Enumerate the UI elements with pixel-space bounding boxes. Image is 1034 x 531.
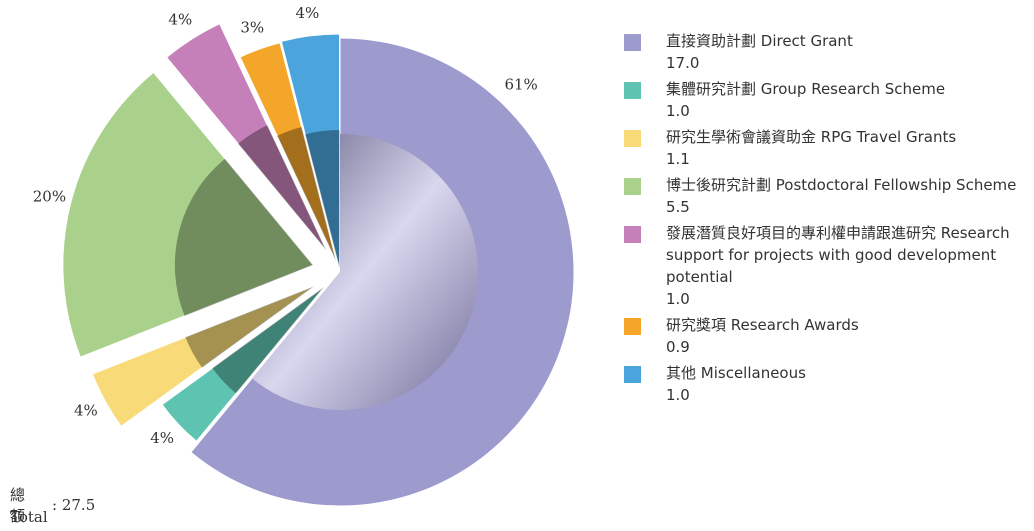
legend-item: 博士後研究計劃 Postdoctoral Fellowship Scheme 5.… xyxy=(622,174,1032,218)
total-en: Total xyxy=(10,508,48,526)
legend-label: 發展潛質良好項目的專利權申請跟進研究 Research support for … xyxy=(666,224,1010,286)
percent-label: 61% xyxy=(504,75,537,93)
slice-inner xyxy=(174,158,313,316)
legend-label: 研究生學術會議資助金 RPG Travel Grants xyxy=(666,128,957,146)
percent-label: 4% xyxy=(296,4,320,22)
percent-label: 3% xyxy=(240,18,264,36)
legend-item: 其他 Miscellaneous 1.0 xyxy=(622,362,1032,406)
legend-item: 直接資助計劃 Direct Grant 17.0 xyxy=(622,30,1032,74)
legend-amount: 0.9 xyxy=(666,338,690,356)
legend-amount: 5.5 xyxy=(666,198,690,216)
legend-amount: 17.0 xyxy=(666,54,700,72)
legend-item: 研究生學術會議資助金 RPG Travel Grants 1.1 xyxy=(622,126,1032,170)
slice-inner xyxy=(305,130,340,269)
slice xyxy=(161,286,325,442)
total-zh: 總額 xyxy=(10,486,26,525)
slice xyxy=(280,33,340,269)
chart: 61% 4% 4% 20% 4% 3% 4% xyxy=(33,4,575,507)
total-separator: : xyxy=(52,496,58,514)
legend-swatch xyxy=(624,366,641,383)
legend-item: 發展潛質良好項目的專利權申請跟進研究 Research support for … xyxy=(622,222,1032,310)
legend-amount: 1.0 xyxy=(666,386,690,404)
legend-label: 直接資助計劃 Direct Grant xyxy=(666,32,853,50)
slice xyxy=(91,285,315,428)
percent-label: 4% xyxy=(150,429,174,447)
legend-swatch xyxy=(624,318,641,335)
percent-label: 20% xyxy=(33,187,66,205)
slice-inner xyxy=(185,286,314,368)
percent-label: 4% xyxy=(74,402,98,420)
legend-amount: 1.0 xyxy=(666,102,690,120)
slice-inner xyxy=(277,127,336,261)
legend-swatch xyxy=(624,82,641,99)
slice xyxy=(166,23,327,251)
slice-inner xyxy=(238,125,327,251)
total-value: 27.5 xyxy=(61,496,96,514)
total-value-row: : 27.5 xyxy=(52,496,95,514)
slice-inner xyxy=(252,134,479,410)
legend-swatch xyxy=(624,130,641,147)
legend-label: 集體研究計劃 Group Research Scheme xyxy=(666,80,946,98)
legend-label: 博士後研究計劃 Postdoctoral Fellowship Scheme xyxy=(666,176,1017,194)
legend-item: 集體研究計劃 Group Research Scheme 1.0 xyxy=(622,78,1032,122)
slice-inner xyxy=(212,287,324,394)
legend: 直接資助計劃 Direct Grant 17.0 集體研究計劃 Group Rese… xyxy=(622,30,1032,410)
legend-label: 其他 Miscellaneous xyxy=(666,364,806,382)
legend-amount: 1.0 xyxy=(666,290,690,308)
legend-swatch xyxy=(624,178,641,195)
percent-label: 4% xyxy=(168,10,192,28)
legend-amount: 1.1 xyxy=(666,150,690,168)
slice xyxy=(239,42,337,261)
legend-swatch xyxy=(624,226,641,243)
legend-item: 研究獎項 Research Awards 0.9 xyxy=(622,314,1032,358)
legend-swatch xyxy=(624,34,641,51)
slice xyxy=(62,71,314,358)
legend-label: 研究獎項 Research Awards xyxy=(666,316,859,334)
